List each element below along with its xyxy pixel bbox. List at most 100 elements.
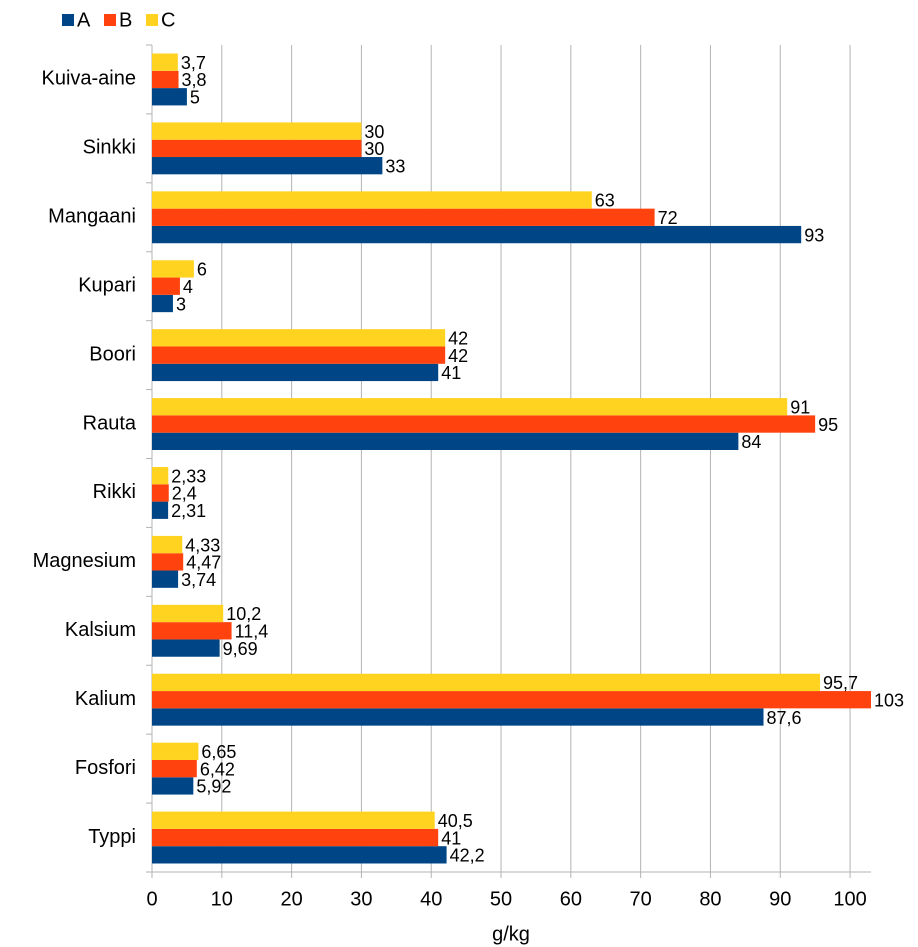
- legend-swatch: [146, 14, 158, 26]
- value-label: 3,7: [181, 53, 206, 73]
- bar: [152, 70, 179, 89]
- bar: [152, 225, 802, 244]
- bar: [152, 846, 447, 864]
- value-label: 30: [364, 122, 384, 142]
- bar: [152, 777, 194, 795]
- x-tick-label: 40: [420, 888, 442, 910]
- value-label: 3,74: [181, 570, 216, 590]
- value-label: 3,8: [182, 70, 207, 90]
- bar: [152, 88, 187, 106]
- value-label: 6,65: [201, 742, 236, 762]
- y-tick-label: Rikki: [93, 481, 136, 503]
- value-label: 72: [658, 208, 678, 228]
- bar: [152, 828, 439, 847]
- bar: [152, 639, 220, 657]
- bar: [152, 432, 739, 450]
- x-tick-label: 0: [146, 888, 157, 910]
- bar: [152, 484, 169, 502]
- x-tick-label: 100: [833, 888, 866, 910]
- bar: [152, 346, 446, 364]
- value-label: 33: [385, 156, 405, 176]
- value-label: 2,4: [172, 484, 197, 504]
- bar: [152, 398, 788, 416]
- value-label: 93: [804, 225, 824, 245]
- bar: [152, 157, 383, 175]
- bar: [152, 415, 816, 433]
- legend-label: B: [119, 9, 132, 31]
- x-tick-label: 90: [769, 888, 791, 910]
- y-tick-label: Kuiva-aine: [41, 68, 136, 90]
- value-label: 6: [197, 260, 207, 280]
- bar: [152, 260, 194, 278]
- bar: [152, 570, 179, 588]
- legend-label: C: [161, 9, 175, 31]
- legend-swatch: [104, 14, 116, 26]
- value-label: 2,33: [171, 466, 206, 486]
- bar: [152, 811, 435, 829]
- value-label: 3: [176, 294, 186, 314]
- y-tick-label: Fosfori: [75, 757, 136, 779]
- x-tick-label: 70: [630, 888, 652, 910]
- bar: [152, 191, 592, 209]
- value-label: 42: [448, 346, 468, 366]
- value-label: 10,2: [226, 604, 261, 624]
- legend-label: A: [77, 9, 91, 31]
- legend-swatch: [62, 14, 74, 26]
- value-label: 87,6: [766, 708, 801, 728]
- bar: [152, 363, 439, 382]
- y-tick-label: Kalsium: [65, 619, 136, 641]
- bar: [152, 691, 871, 709]
- value-label: 40,5: [438, 811, 473, 831]
- bar: [152, 708, 764, 726]
- value-label: 11,4: [235, 622, 269, 642]
- y-tick-label: Sinkki: [83, 137, 136, 159]
- x-tick-label: 20: [280, 888, 302, 910]
- bar: [152, 604, 224, 623]
- bar: [152, 501, 169, 519]
- value-label: 6,42: [200, 759, 235, 779]
- value-label: 4,33: [185, 535, 220, 555]
- bar: [152, 535, 183, 554]
- y-tick-label: Mangaani: [48, 206, 136, 228]
- value-label: 95: [818, 415, 838, 435]
- y-tick-label: Kalium: [75, 688, 136, 710]
- value-label: 42,2: [450, 846, 485, 866]
- bar: [152, 759, 197, 778]
- value-label: 103: [874, 690, 904, 710]
- x-tick-label: 60: [560, 888, 582, 910]
- bar: [152, 277, 180, 295]
- bar: [152, 553, 184, 571]
- y-tick-label: Kupari: [78, 274, 136, 296]
- x-tick-label: 80: [699, 888, 721, 910]
- value-label: 5: [190, 88, 200, 108]
- x-tick-label: 10: [211, 888, 233, 910]
- y-tick-label: Rauta: [83, 412, 137, 434]
- value-label: 42: [448, 329, 468, 349]
- x-tick-label: 30: [350, 888, 372, 910]
- value-label: 4,47: [186, 553, 221, 573]
- bar: [152, 467, 169, 485]
- bar: [152, 294, 173, 313]
- bar: [152, 53, 178, 71]
- bar: [152, 742, 199, 760]
- value-label: 30: [364, 139, 384, 159]
- bar: [152, 673, 821, 692]
- bar: [152, 139, 362, 158]
- value-label: 2,31: [171, 501, 206, 521]
- value-label: 5,92: [196, 777, 231, 797]
- value-label: 41: [441, 363, 461, 383]
- y-tick-label: Boori: [89, 343, 136, 365]
- value-label: 63: [595, 191, 615, 211]
- x-tick-label: 50: [490, 888, 512, 910]
- value-label: 84: [741, 432, 761, 452]
- y-tick-label: Magnesium: [33, 550, 136, 572]
- value-label: 95,7: [823, 673, 858, 693]
- bar: [152, 122, 362, 140]
- x-axis-label: g/kg: [492, 923, 530, 945]
- bar: [152, 329, 446, 347]
- value-label: 41: [441, 828, 461, 848]
- y-tick-label: Typpi: [88, 826, 136, 848]
- bar: [152, 622, 232, 640]
- value-label: 4: [183, 277, 193, 297]
